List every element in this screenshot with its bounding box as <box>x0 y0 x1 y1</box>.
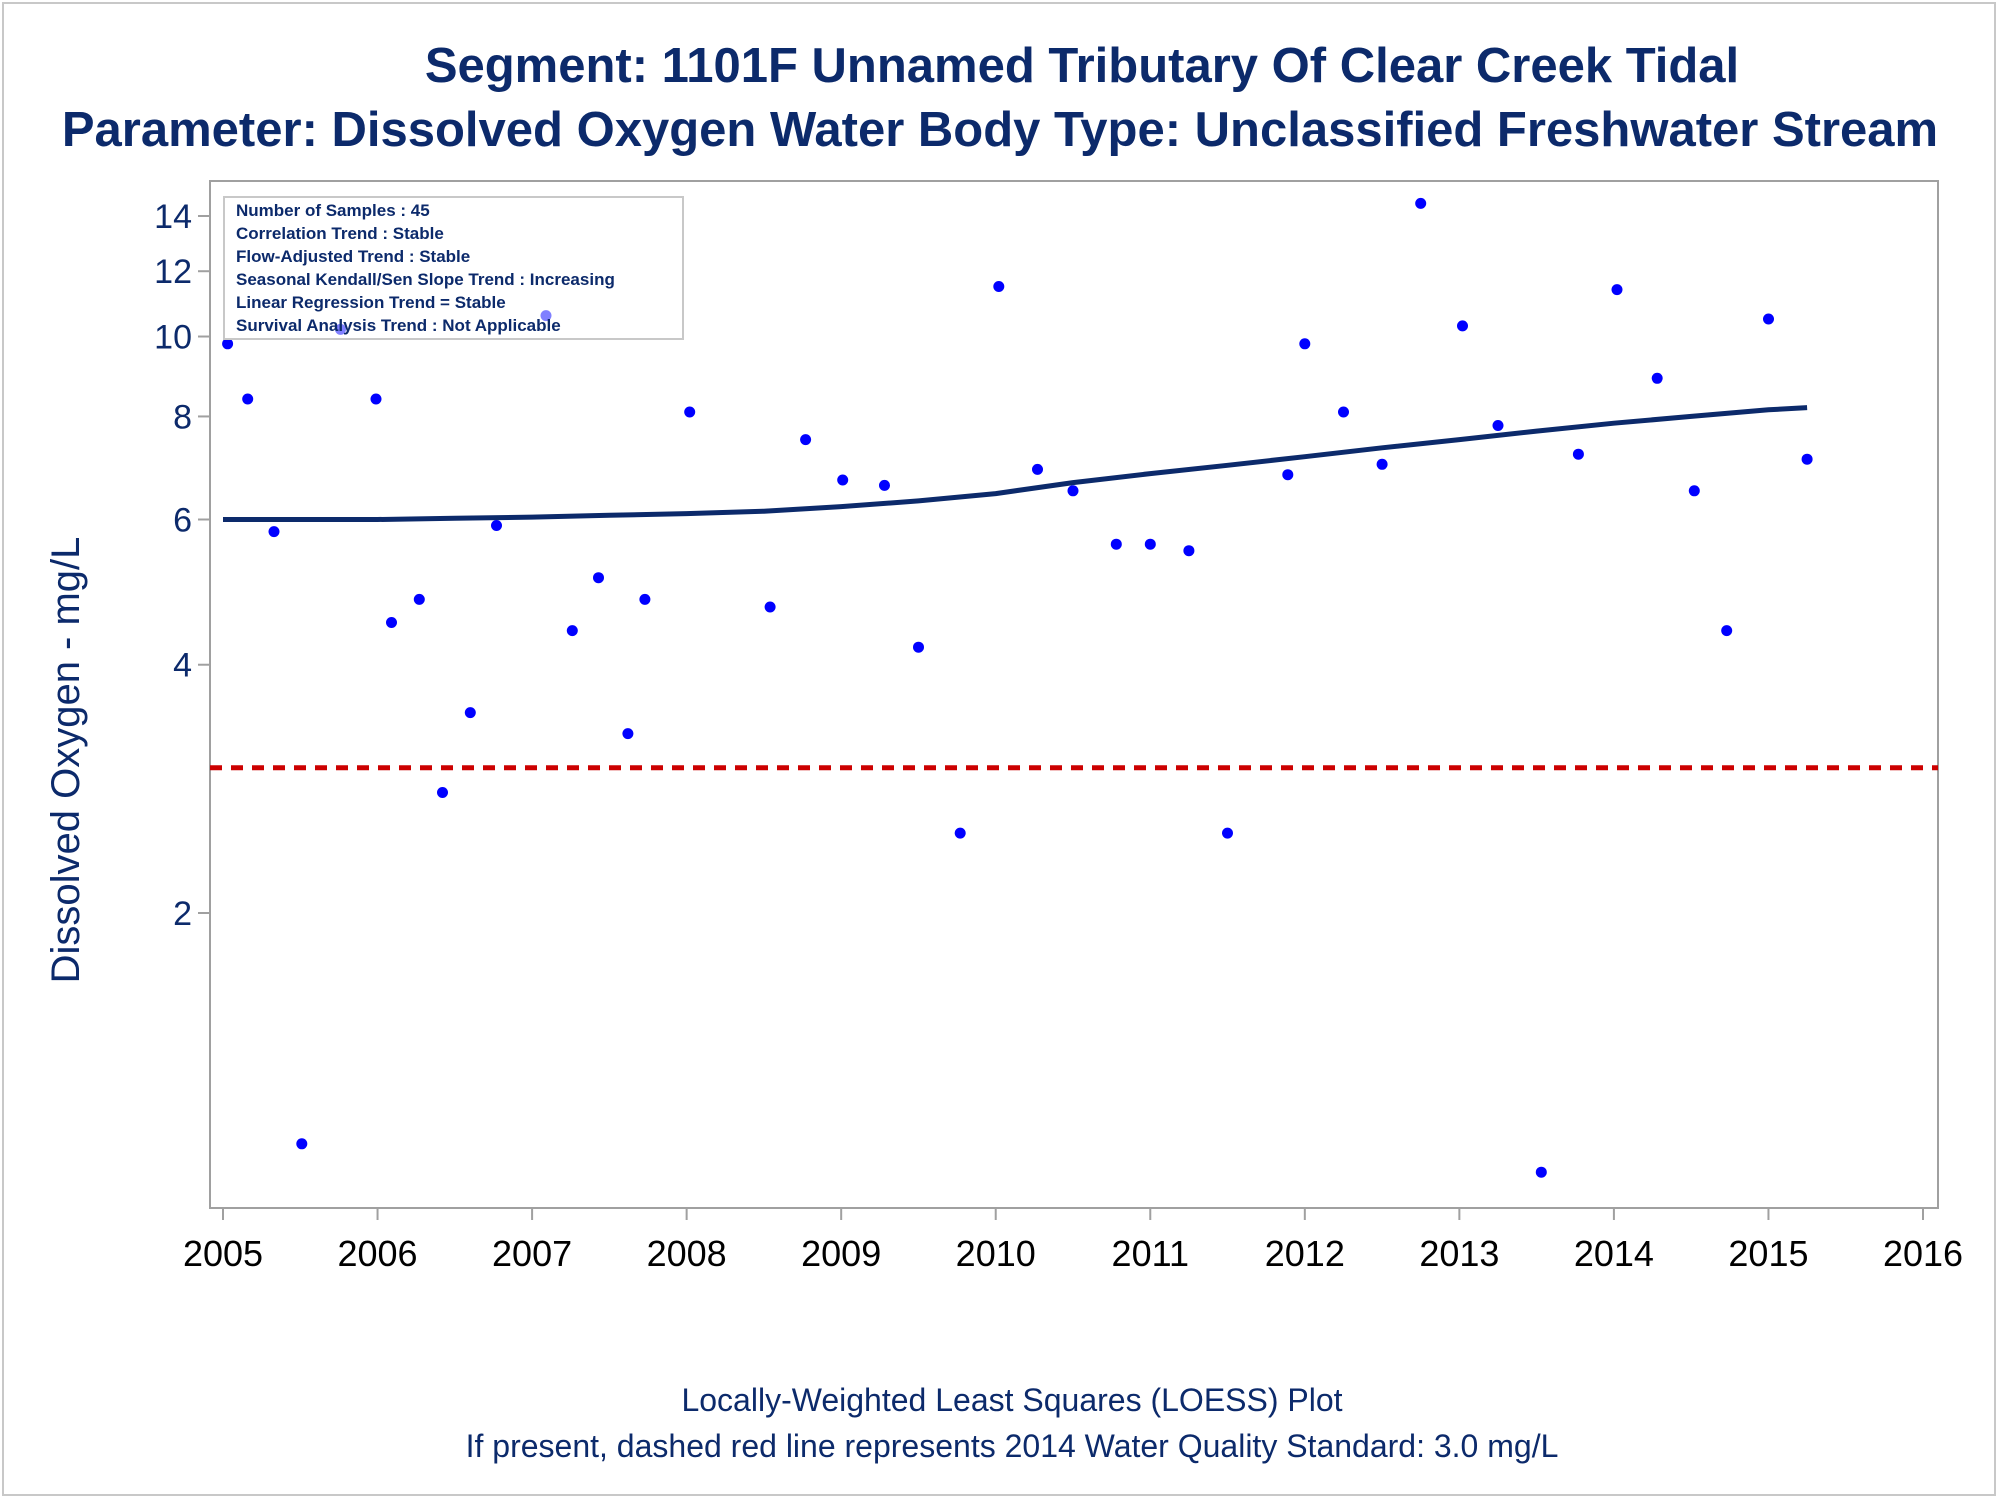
stats-box-line: Flow-Adjusted Trend : Stable <box>236 247 470 266</box>
x-tick-label: 2013 <box>1419 1233 1499 1274</box>
y-tick-label: 2 <box>173 895 192 933</box>
data-point <box>222 338 234 350</box>
data-point <box>913 641 924 653</box>
data-point <box>837 474 849 486</box>
y-tick-label: 4 <box>173 647 192 685</box>
x-tick-label: 2005 <box>183 1233 263 1274</box>
x-tick-label: 2015 <box>1728 1233 1808 1274</box>
stats-box <box>223 196 684 340</box>
plot-area <box>209 180 1939 1209</box>
y-tick-label: 6 <box>173 501 192 539</box>
data-point <box>1688 485 1700 497</box>
data-point <box>386 617 397 628</box>
data-point <box>622 728 634 740</box>
data-point <box>764 601 776 613</box>
data-point <box>370 393 382 405</box>
loess-curve <box>223 405 1808 522</box>
data-point <box>1611 284 1623 296</box>
data-point <box>1299 338 1311 350</box>
x-tick-label: 2010 <box>956 1233 1036 1274</box>
y-axis-label: Dissolved Oxygen - mg/L <box>44 537 88 984</box>
stats-box-line: Correlation Trend : Stable <box>236 224 444 243</box>
data-point <box>1282 469 1294 481</box>
chart-subtitle: Parameter: Dissolved Oxygen Water Body T… <box>61 103 1939 157</box>
data-point <box>1067 485 1079 497</box>
x-tick-label: 2009 <box>801 1233 881 1274</box>
y-tick-label: 12 <box>154 253 192 291</box>
footnote-loess: Locally-Weighted Least Squares (LOESS) P… <box>681 1382 1343 1418</box>
x-tick-label: 2006 <box>337 1233 417 1274</box>
data-point <box>437 787 448 798</box>
data-point <box>1572 448 1584 460</box>
data-point <box>566 625 578 637</box>
chart-title: Segment: 1101F Unnamed Tributary Of Clea… <box>424 39 1740 93</box>
data-point <box>1222 827 1233 839</box>
data-point <box>1338 406 1349 418</box>
footnote-standard: If present, dashed red line represents 2… <box>465 1428 1559 1464</box>
data-point <box>296 1138 308 1150</box>
data-point <box>954 827 966 839</box>
data-point <box>1376 458 1388 470</box>
data-point <box>1651 372 1663 384</box>
x-tick-label: 2011 <box>1112 1233 1189 1274</box>
x-tick-label: 2008 <box>647 1233 727 1274</box>
y-tick-label: 8 <box>173 398 192 436</box>
x-tick-label: 2012 <box>1265 1233 1345 1274</box>
x-tick-label: 2014 <box>1574 1233 1654 1274</box>
stats-box-line: Survival Analysis Trend : Not Applicable <box>236 316 561 335</box>
stats-box-line: Number of Samples : 45 <box>236 201 430 220</box>
stats-box-line: Seasonal Kendall/Sen Slope Trend : Incre… <box>236 270 615 289</box>
y-tick-label: 14 <box>154 198 192 236</box>
data-point <box>1721 625 1733 637</box>
data-point <box>593 572 604 584</box>
data-point <box>491 520 502 531</box>
data-point <box>1415 197 1427 209</box>
data-point <box>1457 320 1468 332</box>
y-tick-label: 10 <box>154 319 192 357</box>
data-point <box>1110 538 1122 550</box>
data-point <box>268 526 280 538</box>
data-point <box>1535 1166 1547 1178</box>
data-point <box>1801 453 1813 465</box>
data-point <box>639 593 651 605</box>
data-point <box>464 707 476 719</box>
data-point <box>879 479 890 491</box>
data-point <box>242 393 254 405</box>
stats-box-line: Linear Regression Trend = Stable <box>236 293 506 312</box>
data-point <box>684 406 696 418</box>
data-point <box>1032 463 1043 475</box>
x-tick-label: 2016 <box>1883 1233 1963 1274</box>
data-point <box>1144 538 1156 550</box>
data-point <box>1492 420 1504 431</box>
data-point <box>800 434 812 446</box>
data-point <box>1183 545 1195 557</box>
x-tick-label: 2007 <box>492 1233 572 1274</box>
data-point <box>993 281 1005 292</box>
data-point <box>413 593 425 605</box>
data-point <box>1763 313 1774 325</box>
